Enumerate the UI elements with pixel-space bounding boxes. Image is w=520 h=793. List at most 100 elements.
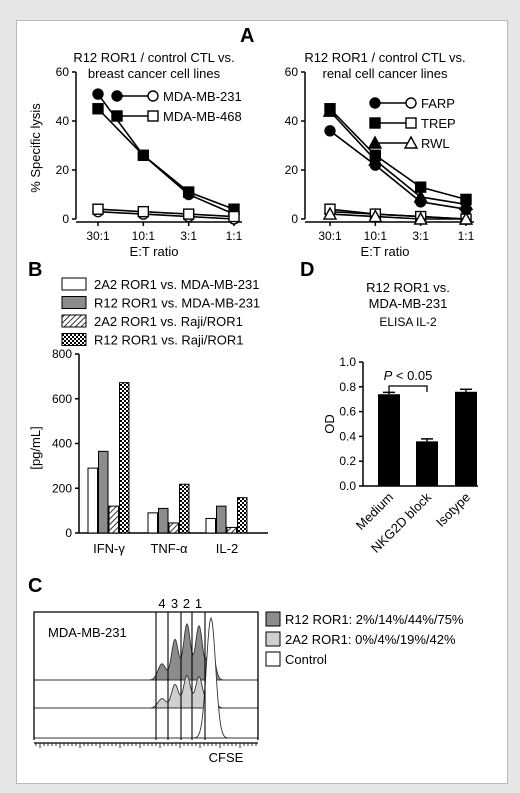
series-line	[329, 213, 466, 220]
legend-marker-open	[403, 135, 419, 149]
data-point	[324, 125, 336, 137]
bar	[108, 505, 119, 534]
y-tick-label: 60	[285, 65, 299, 79]
figure-frame	[16, 20, 508, 784]
significance-bracket	[388, 385, 428, 392]
chart-title-line2: renal cell cancer lines	[322, 66, 448, 81]
generation-label: 4	[158, 596, 165, 611]
data-point	[92, 103, 104, 115]
legend-label: RWL	[421, 136, 450, 151]
y-axis-label: OD	[322, 414, 337, 434]
y-tick-label: 20	[285, 163, 299, 177]
panel-b-chart: [pg/mL] 2A2 ROR1 vs. MDA-MB-231 R12 ROR1 …	[28, 277, 268, 556]
legend-swatch	[265, 611, 281, 627]
legend-swatch	[61, 296, 87, 309]
y-axis-label: % Specific lysis	[28, 103, 43, 193]
panel-label-c: C	[28, 575, 42, 597]
generation-label: 3	[171, 596, 178, 611]
legend-swatch	[265, 631, 281, 647]
bar	[455, 391, 477, 486]
legend: 2A2 ROR1 vs. MDA-MB-231 R12 ROR1 vs. MDA-…	[61, 277, 260, 348]
y-tick-label: 400	[52, 437, 72, 451]
x-tick-label: TNF-α	[150, 541, 188, 556]
legend: MDA-MB-231 MDA-MB-468	[111, 89, 242, 124]
x-axis-label: E:T ratio	[130, 244, 179, 259]
data-point	[137, 149, 150, 162]
legend-marker-open	[147, 110, 159, 122]
series-line	[329, 110, 467, 206]
bar	[378, 394, 400, 486]
series-line	[329, 130, 467, 210]
data-point	[92, 203, 104, 215]
x-tick-label: 10:1	[132, 229, 156, 243]
generation-label: 1	[195, 596, 202, 611]
legend-marker-filled	[369, 117, 381, 129]
y-tick-label: 1.0	[339, 355, 356, 369]
legend-marker-filled	[369, 97, 381, 109]
panel-d-chart: R12 ROR1 vs. MDA-MB-231 ELISA IL-2 OD 0.…	[322, 280, 478, 556]
data-point	[413, 211, 428, 225]
series-line	[329, 108, 467, 201]
legend-marker-filled	[111, 90, 123, 102]
chart-title-line1: R12 ROR1 / control CTL vs.	[304, 50, 465, 65]
bar	[98, 450, 109, 534]
chart-title-line1: R12 ROR1 vs.	[366, 280, 450, 295]
y-tick-label: 0.0	[339, 479, 356, 493]
y-tick-label: 600	[52, 392, 72, 406]
x-tick-label: 1:1	[458, 229, 475, 243]
panel-label-b: B	[28, 259, 42, 281]
legend-label: MDA-MB-468	[163, 109, 242, 124]
data-point	[182, 186, 195, 198]
x-tick-label: Isotype	[433, 490, 473, 530]
bar	[237, 497, 248, 534]
y-tick-label: 20	[56, 163, 70, 177]
legend-swatch	[61, 333, 87, 346]
data-point	[413, 189, 428, 203]
data-point	[137, 205, 150, 218]
legend-label: MDA-MB-231	[163, 89, 242, 104]
y-axis-label: [pg/mL]	[28, 426, 43, 469]
data-point	[228, 210, 240, 223]
chart-title-line2: breast cancer cell lines	[88, 66, 221, 81]
generation-label: 2	[183, 596, 190, 611]
legend-swatch	[61, 314, 87, 328]
bar	[87, 467, 98, 534]
legend-label: R12 ROR1 vs. Raji/ROR1	[94, 333, 244, 348]
data-marks	[75, 353, 268, 534]
data-point	[322, 206, 338, 220]
y-tick-label: 200	[52, 481, 72, 495]
y-tick-label: 0	[62, 212, 69, 226]
panel-label-d: D	[300, 259, 314, 281]
chart-title-line1: R12 ROR1 / control CTL vs.	[73, 50, 234, 65]
legend-swatch	[265, 651, 281, 667]
x-tick-label: 10:1	[364, 229, 388, 243]
legend-label: FARP	[421, 96, 455, 111]
x-tick-label: IL-2	[216, 541, 238, 556]
data-point	[368, 152, 383, 166]
bar	[168, 522, 179, 534]
tick-labels: 0 20 40 60 30:1 10:1 3:1 1:1	[56, 65, 243, 243]
plot-frame	[33, 611, 259, 740]
bar	[205, 517, 216, 534]
y-tick-label: 0	[291, 212, 298, 226]
significance-label: P < 0.05	[384, 368, 433, 383]
x-tick-label: 3:1	[412, 229, 429, 243]
legend-swatch	[61, 277, 87, 291]
x-axis-label: E:T ratio	[361, 244, 410, 259]
series-line	[97, 208, 235, 218]
panel-a-right-chart: R12 ROR1 / control CTL vs. renal cell ca…	[285, 50, 475, 259]
legend-label: R12 ROR1: 2%/14%/44%/75%	[285, 612, 464, 627]
legend-label: 2A2 ROR1 vs. Raji/ROR1	[94, 314, 243, 329]
bar	[147, 512, 158, 534]
legend-label: 2A2 ROR1 vs. MDA-MB-231	[94, 277, 259, 292]
series-line	[329, 208, 467, 220]
x-tick-label: 30:1	[86, 229, 110, 243]
data-point	[182, 208, 195, 220]
legend-marker-open	[147, 90, 159, 102]
legend-marker-filled	[111, 110, 123, 122]
legend-marker-open	[405, 97, 417, 109]
